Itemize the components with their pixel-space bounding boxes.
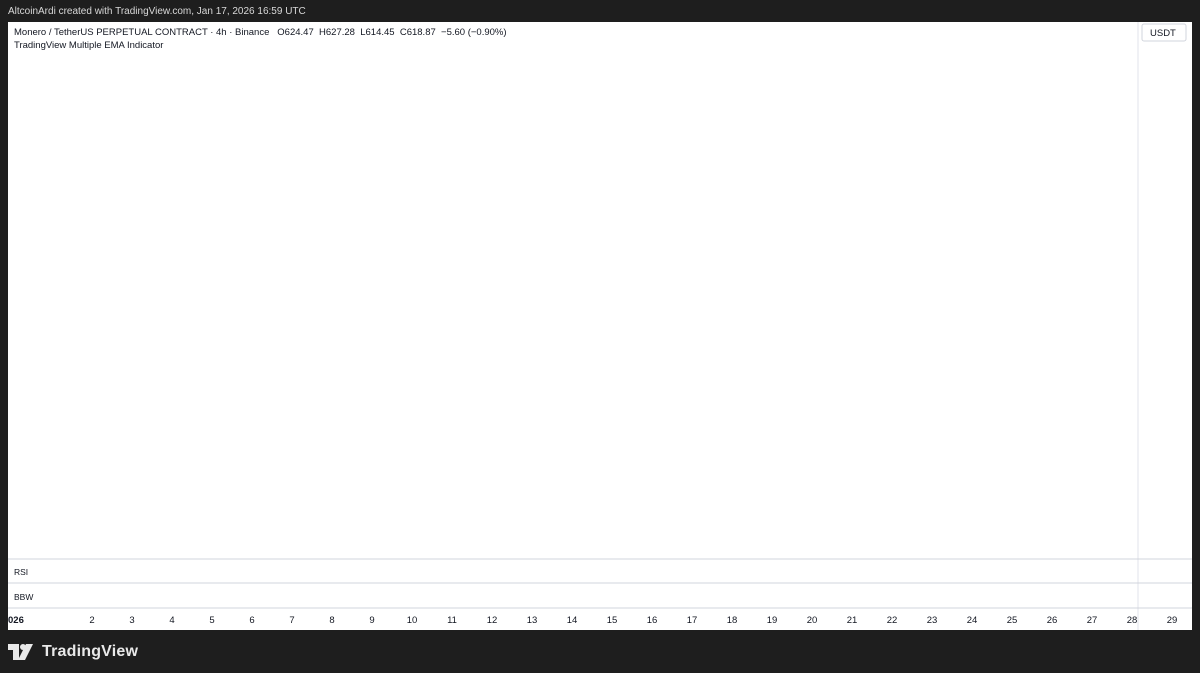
- x-tick-label: 29: [1167, 615, 1178, 626]
- x-tick-label: 15: [607, 615, 618, 626]
- footer: TradingView: [8, 642, 138, 662]
- author-credit: AltcoinArdi created with TradingView.com…: [8, 6, 306, 17]
- low-value: L614.45: [360, 27, 395, 38]
- x-tick-label: 23: [927, 615, 938, 626]
- x-tick-label: 22: [887, 615, 898, 626]
- x-tick-label: 11: [447, 615, 457, 626]
- bbw-pane-label[interactable]: BBW: [14, 592, 34, 602]
- x-tick-label: 12: [487, 615, 498, 626]
- x-tick-label: 20: [807, 615, 818, 626]
- x-tick-label: 21: [847, 615, 858, 626]
- x-tick-label: 25: [1007, 615, 1018, 626]
- currency-label: USDT: [1150, 28, 1176, 39]
- symbol-legend: Monero / TetherUS PERPETUAL CONTRACT · 4…: [14, 26, 507, 52]
- x-tick-label: 24: [967, 615, 978, 626]
- brand-name: TradingView: [42, 643, 139, 660]
- x-tick-label: 9: [369, 615, 374, 626]
- indicator-name[interactable]: TradingView Multiple EMA Indicator: [14, 40, 164, 51]
- currency-selector[interactable]: [1141, 23, 1187, 42]
- x-tick-label: 3: [129, 615, 134, 626]
- top-bar: AltcoinArdi created with TradingView.com…: [0, 0, 1200, 22]
- open-value: O624.47: [277, 27, 314, 38]
- change-value: −5.60 (−0.90%): [441, 27, 507, 38]
- x-tick-label: 5: [209, 615, 214, 626]
- x-tick-label: 10: [407, 615, 418, 626]
- x-tick-label: 13: [527, 615, 538, 626]
- symbol-name[interactable]: Monero / TetherUS PERPETUAL CONTRACT · 4…: [14, 27, 270, 38]
- x-tick-label: 26: [1047, 615, 1058, 626]
- x-tick-label: 19: [767, 615, 778, 626]
- x-tick-label: 4: [169, 615, 174, 626]
- x-tick-label: 7: [289, 615, 294, 626]
- tradingview-logo-icon: [8, 644, 33, 660]
- x-tick-label: 8: [329, 615, 334, 626]
- x-tick-label: 18: [727, 615, 738, 626]
- x-tick-label: 026: [8, 615, 24, 626]
- price-chart[interactable]: 375.00400.00425.00450.00475.00500.00525.…: [8, 22, 1192, 630]
- x-tick-label: 28: [1127, 615, 1138, 626]
- x-tick-label: 17: [687, 615, 698, 626]
- rsi-pane-label[interactable]: RSI: [14, 567, 29, 577]
- x-tick-label: 14: [567, 615, 578, 626]
- x-tick-label: 27: [1087, 615, 1098, 626]
- x-tick-label: 6: [249, 615, 254, 626]
- close-value: C618.87: [399, 27, 436, 38]
- high-value: H627.28: [319, 27, 355, 38]
- x-tick-label: 2: [89, 615, 94, 626]
- x-tick-label: 16: [647, 615, 658, 626]
- chart-frame[interactable]: 375.00400.00425.00450.00475.00500.00525.…: [8, 22, 1192, 630]
